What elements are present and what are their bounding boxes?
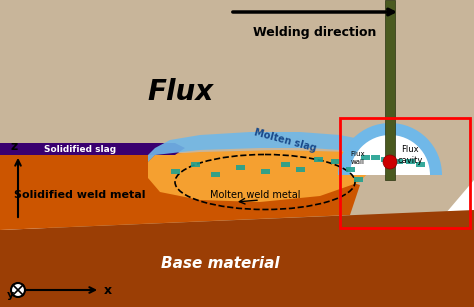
- Wedge shape: [350, 135, 430, 175]
- Text: Flux: Flux: [147, 78, 213, 106]
- Polygon shape: [0, 210, 474, 307]
- Polygon shape: [148, 132, 370, 162]
- Text: Molten weld metal: Molten weld metal: [210, 190, 300, 200]
- Bar: [406, 159, 415, 164]
- Text: x: x: [104, 283, 112, 297]
- Polygon shape: [0, 0, 474, 235]
- Bar: [331, 159, 340, 164]
- Bar: [281, 162, 290, 167]
- Bar: [354, 177, 363, 182]
- Bar: [346, 167, 355, 172]
- Polygon shape: [0, 143, 185, 155]
- Bar: [191, 162, 200, 167]
- Text: Flux
cavity: Flux cavity: [397, 145, 423, 165]
- Bar: [314, 157, 323, 162]
- Bar: [296, 167, 305, 172]
- Bar: [416, 162, 425, 167]
- Polygon shape: [0, 148, 360, 230]
- Circle shape: [11, 283, 25, 297]
- Circle shape: [383, 155, 397, 169]
- Text: Base material: Base material: [161, 256, 279, 271]
- Text: Welding direction: Welding direction: [253, 26, 377, 39]
- Bar: [381, 157, 390, 162]
- Bar: [211, 172, 220, 177]
- Wedge shape: [338, 123, 442, 175]
- Text: z: z: [10, 140, 18, 153]
- Bar: [394, 159, 403, 164]
- Text: Solidified weld metal: Solidified weld metal: [14, 190, 146, 200]
- Text: Molten slag: Molten slag: [253, 127, 317, 153]
- Polygon shape: [148, 150, 375, 202]
- Text: Solidified slag: Solidified slag: [44, 146, 116, 154]
- Text: Flux
wall: Flux wall: [351, 151, 365, 165]
- Bar: [236, 165, 245, 170]
- Bar: [261, 169, 270, 174]
- Bar: [361, 155, 370, 160]
- Text: y: y: [6, 290, 14, 300]
- Bar: [385, 0, 395, 180]
- Bar: [371, 155, 380, 160]
- Bar: [340, 118, 470, 228]
- Bar: [171, 169, 180, 174]
